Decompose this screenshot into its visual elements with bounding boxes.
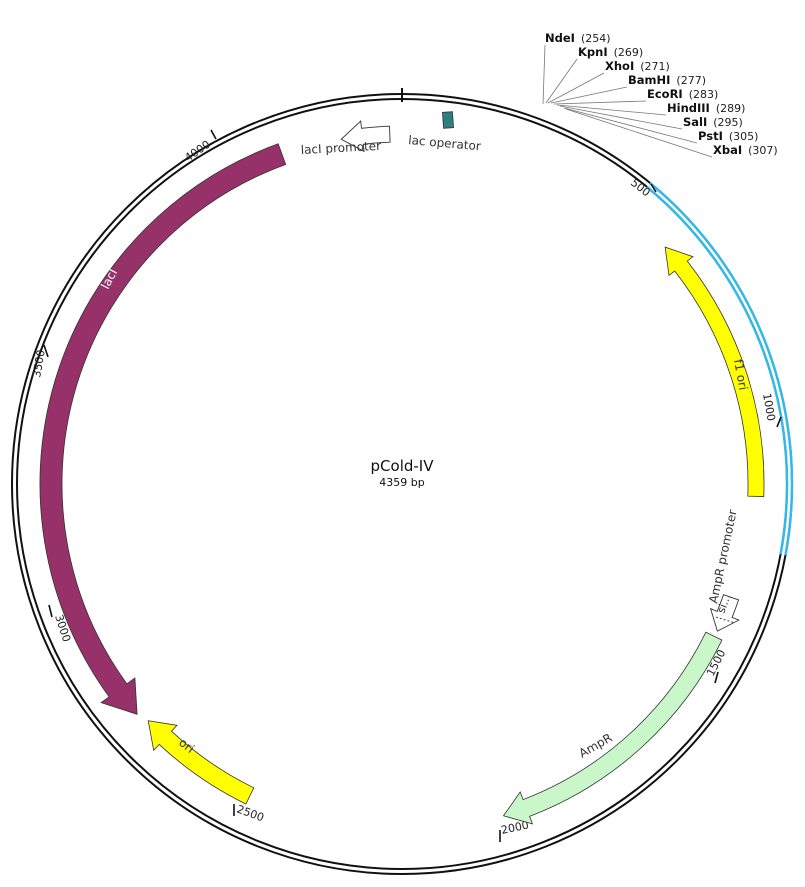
site-position: (295)	[713, 116, 743, 129]
site-name: NdeI	[545, 31, 575, 45]
ampr-signal-divider	[715, 616, 736, 624]
site-leader-line	[545, 58, 578, 104]
site-position: (283)	[689, 88, 719, 101]
signal-sequence-label: si…	[715, 592, 734, 615]
site-position: (305)	[729, 130, 759, 143]
site-leader-line	[563, 107, 698, 144]
site-name: XbaI	[713, 143, 742, 157]
site-label[interactable]: XhoI (271)	[605, 59, 670, 73]
site-leader-line	[565, 108, 713, 158]
site-position: (307)	[748, 144, 778, 157]
lac-operator-feature[interactable]	[442, 111, 454, 129]
tick-mark-1500	[714, 671, 719, 684]
site-leader-line	[556, 104, 667, 116]
tick-mark-3000	[48, 604, 53, 618]
site-label[interactable]: XbaI (307)	[713, 143, 778, 157]
site-label[interactable]: NdeI (254)	[545, 31, 611, 45]
laci-feature[interactable]	[39, 143, 287, 715]
site-leader-line	[542, 44, 546, 105]
site-leader-lines	[542, 44, 713, 158]
mcs-region-outer	[649, 182, 794, 556]
site-name: HindIII	[667, 101, 710, 115]
tick-label-2500: 2500	[235, 803, 266, 825]
site-position: (271)	[640, 60, 670, 73]
laci-promoter-label: lacI promoter	[300, 139, 381, 157]
site-position: (269)	[614, 46, 644, 59]
tick-label-500: 500	[628, 176, 653, 199]
site-label[interactable]: BamHI (277)	[628, 73, 706, 87]
site-name: EcoRI	[647, 87, 683, 101]
site-position: (254)	[581, 32, 611, 45]
tick-mark-1000	[776, 416, 782, 428]
site-label[interactable]: KpnI (269)	[578, 45, 643, 59]
tick-mark-3500	[43, 344, 49, 358]
laci-promoter-feature[interactable]	[340, 120, 391, 153]
site-name: KpnI	[578, 45, 608, 59]
plasmid-name: pCold-IV	[371, 457, 435, 475]
site-label[interactable]: EcoRI (283)	[647, 87, 718, 101]
site-name: XhoI	[605, 59, 634, 73]
site-position: (289)	[716, 102, 746, 115]
site-position: (277)	[676, 74, 706, 87]
tick-mark-4000	[210, 129, 217, 140]
ori-feature[interactable]	[147, 720, 255, 805]
f1-ori-feature[interactable]	[664, 246, 765, 498]
tick-label-3500: 3500	[30, 349, 48, 379]
site-leader-line	[559, 105, 683, 130]
f1-ori-label: f1 ori	[731, 358, 750, 391]
restriction-sites: NdeI (254) KpnI (269) XhoI (271) BamHI (277)…	[545, 31, 778, 157]
site-label[interactable]: HindIII (289)	[667, 101, 745, 115]
tick-label-1000: 1000	[760, 392, 778, 422]
site-name: PstI	[698, 129, 723, 143]
tick-marks	[43, 129, 782, 842]
site-name: BamHI	[628, 73, 670, 87]
site-label[interactable]: PstI (305)	[698, 129, 758, 143]
site-label[interactable]: SalI (295)	[683, 115, 743, 129]
site-leader-line	[550, 86, 628, 104]
ampr-promoter-label: AmpR promoter	[706, 508, 740, 604]
tick-label-4000: 4000	[182, 138, 212, 165]
mcs-region-inner	[646, 185, 789, 555]
tick-label-2000: 2000	[500, 818, 530, 837]
site-leader-line	[547, 72, 605, 104]
plasmid-length: 4359 bp	[379, 476, 424, 489]
site-name: SalI	[683, 115, 707, 129]
lac-operator-label: lac operator	[408, 133, 482, 153]
tick-mark-500	[650, 183, 657, 193]
site-leader-line	[553, 100, 647, 105]
ampr-feature[interactable]	[502, 631, 723, 825]
